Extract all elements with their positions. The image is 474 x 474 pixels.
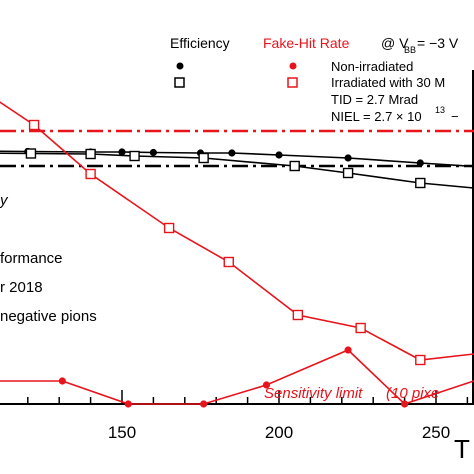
data-point-efficiency [344, 154, 352, 162]
x-tick-label: 200 [265, 423, 293, 442]
legend-label-irradiated: Irradiated with 30 M [331, 75, 445, 90]
annotation-line-2: formance [0, 250, 63, 267]
data-point-efficiency [149, 148, 157, 157]
legend-label-nonirradiated: Non-irradiated [331, 59, 413, 74]
legend-niel: NIEL = 2.7 × 10 [331, 109, 422, 124]
data-point-efficiency [275, 151, 283, 159]
data-point-fake_hit [292, 309, 304, 321]
legend-niel-exponent: 13 [435, 105, 445, 115]
annotation-line-1: y [0, 192, 9, 209]
data-point-efficiency [342, 167, 354, 179]
x-tick-label: 150 [108, 423, 136, 442]
x-axis-title: T [454, 434, 470, 464]
data-point-fake_hit [223, 256, 234, 268]
series-line-efficiency-1 [0, 152, 474, 189]
reference-lines [0, 129, 474, 168]
data-point-fake_hit [163, 222, 175, 234]
legend-condition-subscript: BB [404, 45, 416, 55]
data-point-efficiency [228, 149, 236, 157]
data-point-fake_hit [415, 354, 426, 366]
legend-condition-prefix: @ V [381, 35, 409, 51]
data-point-fake_hit [262, 381, 271, 389]
data-point-efficiency [129, 150, 140, 162]
sensitivity-limit-tail: (10 pixe [386, 385, 439, 402]
legend-fakehit-header: Fake-Hit Rate [263, 35, 350, 51]
data-point-fake_hit [401, 400, 409, 408]
legend-marker-nonirr-eff [176, 62, 184, 70]
data-point-efficiency [198, 152, 209, 164]
series-markers [24, 119, 426, 408]
data-point-efficiency [25, 148, 37, 159]
x-tick-label: 250 [422, 423, 450, 442]
data-point-fake_hit [124, 400, 132, 408]
legend-tid: TID = 2.7 Mrad [331, 92, 418, 107]
legend-marker-irr-eff [174, 77, 185, 88]
sensitivity-limit-label: Sensitivity limit [264, 385, 363, 402]
data-point-efficiency [289, 160, 300, 172]
series-line-fake_hit-3 [0, 101, 474, 361]
data-point-efficiency [416, 159, 424, 167]
data-point-fake_hit [200, 400, 208, 408]
data-point-fake_hit [344, 346, 352, 354]
data-point-fake_hit [355, 322, 366, 334]
legend-marker-nonirr-fake [289, 62, 297, 70]
legend-condition-tail: = −3 V [417, 35, 459, 51]
data-point-efficiency [415, 177, 426, 189]
legend-marker-irr-fake [287, 77, 298, 88]
data-point-fake_hit [28, 119, 40, 131]
annotation-line-3: r 2018 [0, 279, 43, 296]
legend-niel-tail: − [451, 109, 459, 124]
annotation-line-4: negative pions [0, 308, 97, 325]
data-point-fake_hit [85, 168, 96, 180]
legend-efficiency-header: Efficiency [170, 35, 230, 51]
data-point-efficiency [85, 148, 96, 160]
data-point-fake_hit [58, 377, 66, 385]
data-point-efficiency [118, 148, 126, 156]
